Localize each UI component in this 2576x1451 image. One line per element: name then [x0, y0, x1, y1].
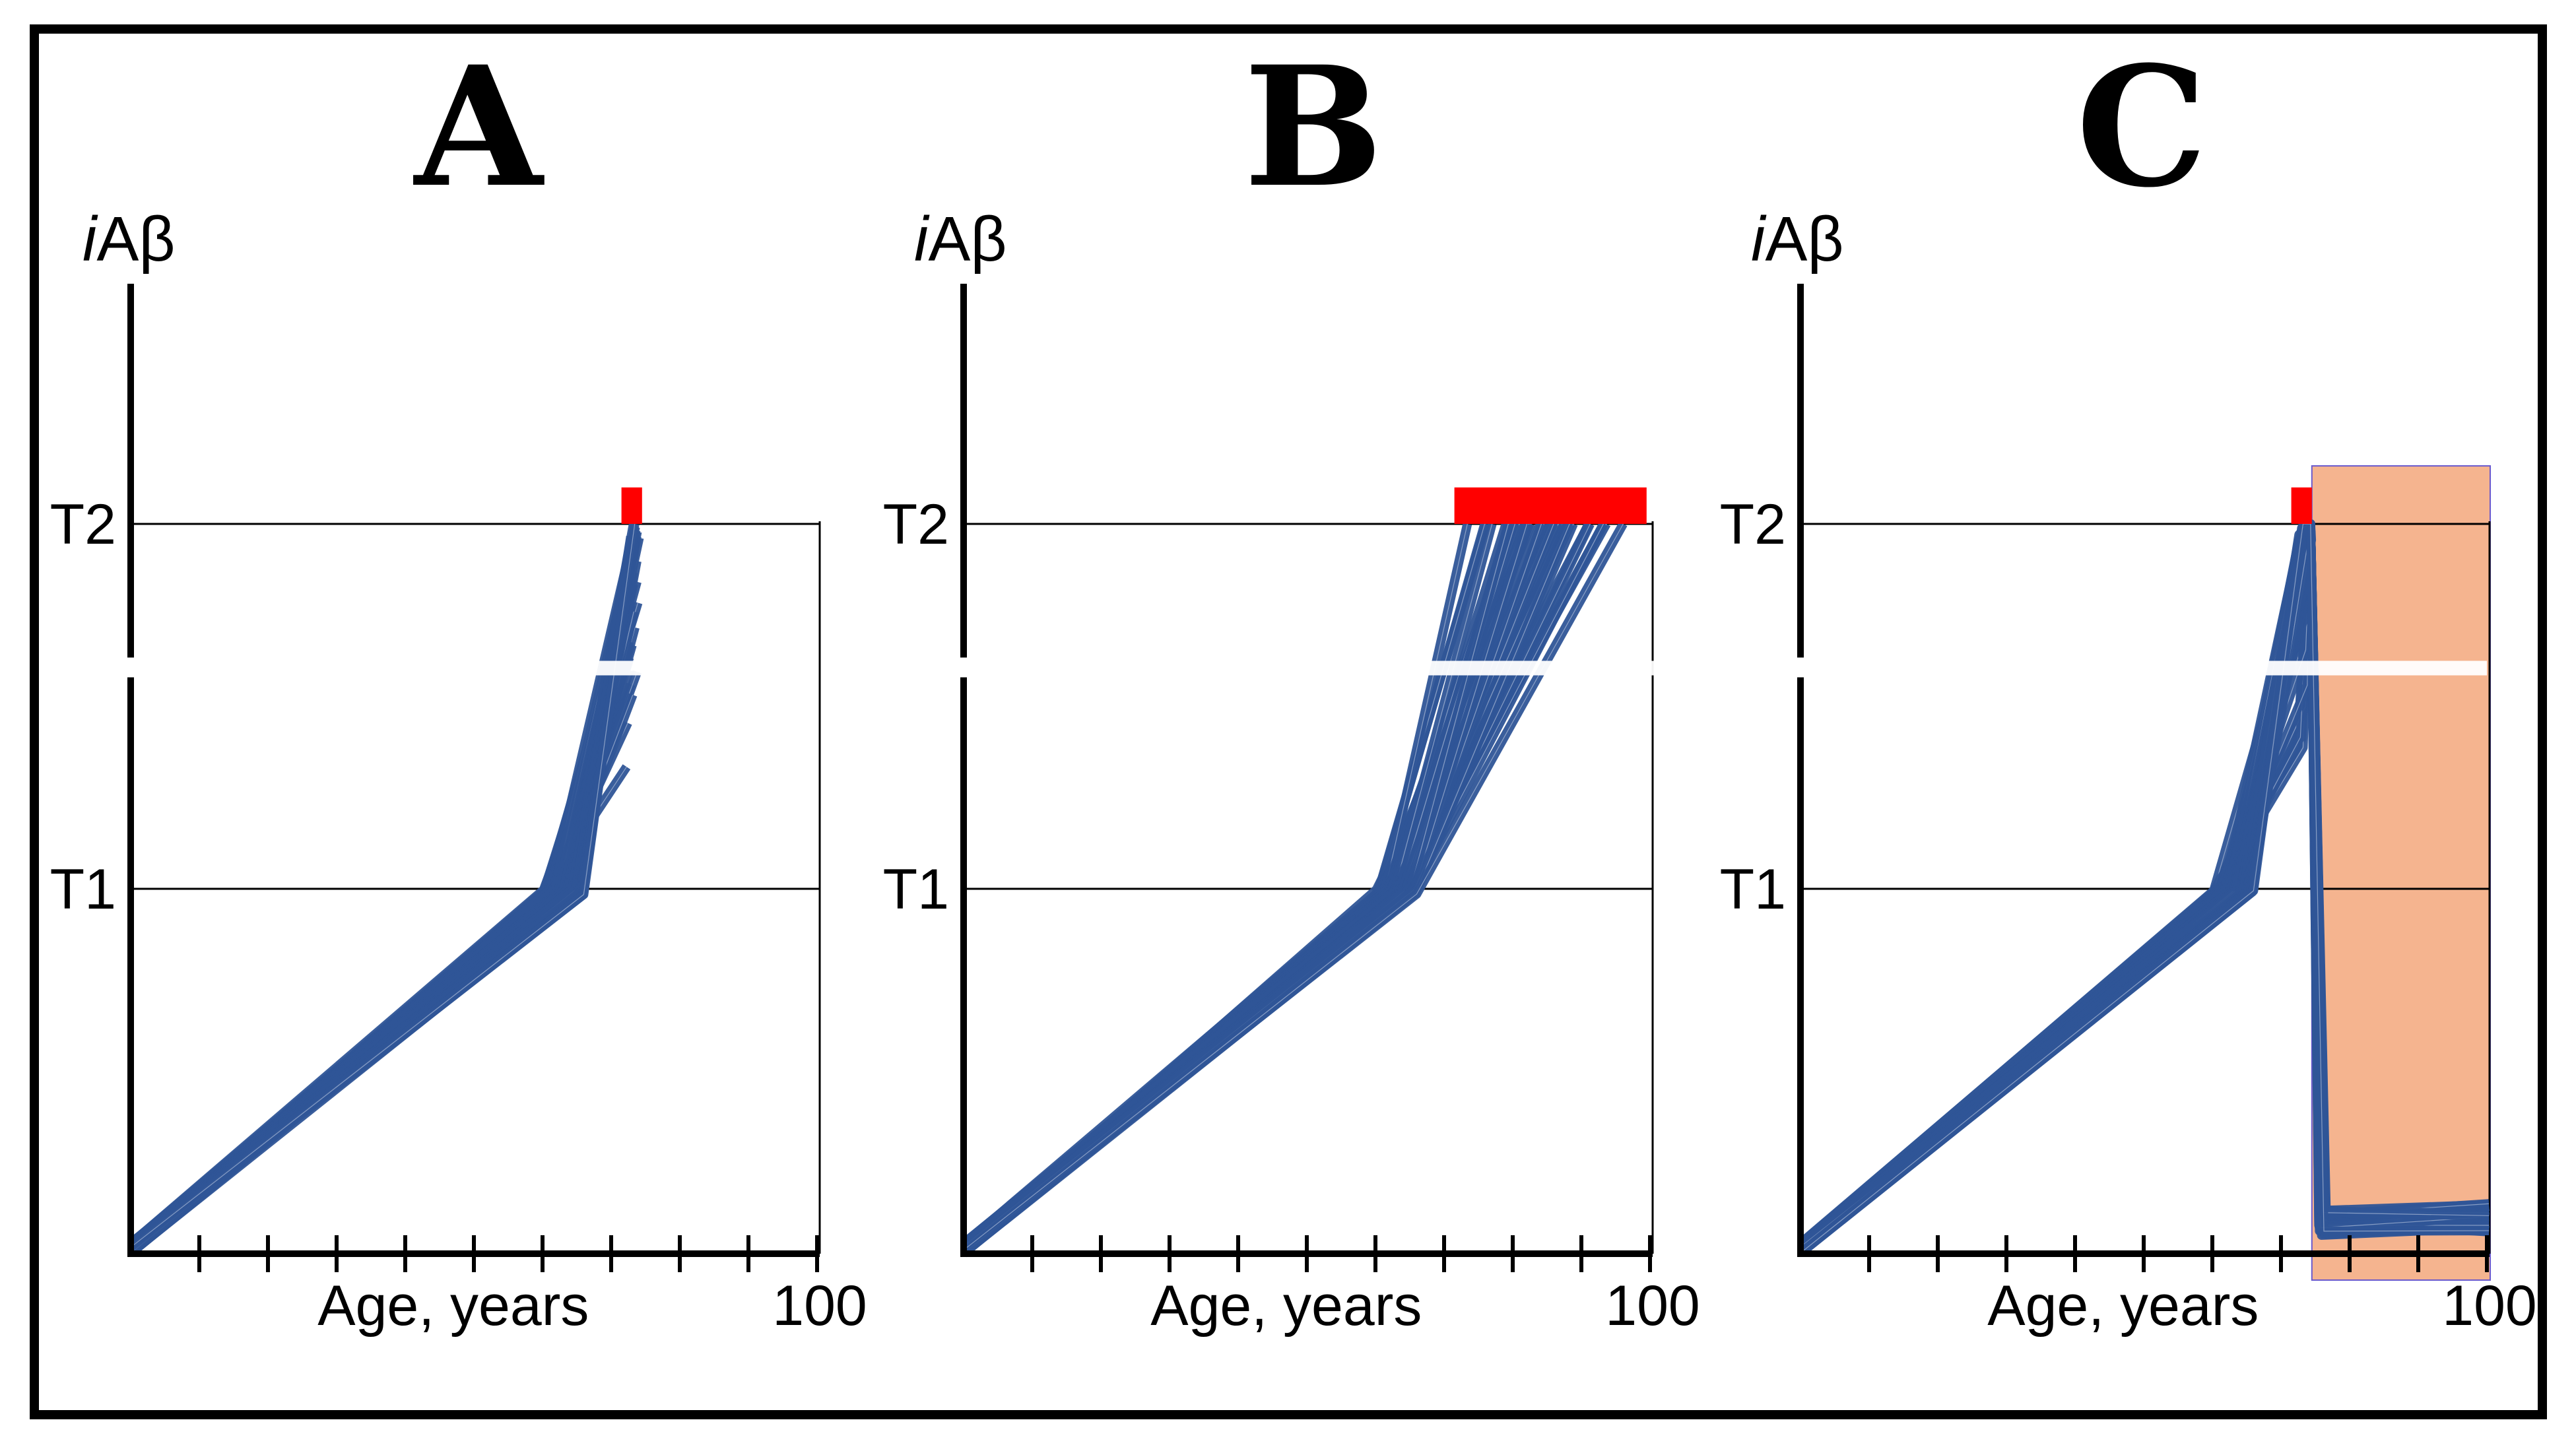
x-end-label: 100 [2442, 1274, 2537, 1338]
panel-letter: C [2076, 30, 2208, 224]
y-axis-label-text: Aβ [1765, 204, 1843, 274]
y-axis-label-italic: i [83, 204, 98, 274]
onset-bar [621, 487, 642, 524]
intervention-shade [2311, 465, 2492, 1281]
axis-break-band [124, 661, 655, 676]
y-axis-label: iAβ [1751, 204, 1844, 274]
y-tick-label-T1: T1 [883, 858, 949, 921]
onset-bar [1454, 487, 1647, 524]
trajectories [960, 521, 1628, 1258]
trajectory-highlight [963, 523, 1624, 1250]
x-axis-label: Age, years [317, 1274, 589, 1338]
y-tick-label-T2: T2 [50, 493, 116, 556]
panel-C: T1 T2 iAβ Age, years 100 C [1720, 30, 2537, 1338]
x-end-label: 100 [1605, 1274, 1700, 1338]
figure-frame [30, 24, 2547, 1419]
panel-B: T1 T2 iAβ Age, years 100 B [883, 30, 1700, 1338]
y-axis-label: iAβ [914, 204, 1007, 274]
x-end-label: 100 [772, 1274, 867, 1338]
trajectories [127, 523, 644, 1257]
panel-letter: A [413, 30, 545, 224]
onset-bar [2291, 487, 2312, 524]
trajectories [1797, 519, 2490, 1257]
y-axis-label: iAβ [83, 204, 176, 274]
y-axis-label-italic: i [914, 204, 930, 274]
y-tick-label-T2: T2 [883, 493, 949, 556]
y-axis-label-text: Aβ [96, 204, 175, 274]
panel-A: T1 T2 iAβ Age, years 100 A [50, 30, 867, 1338]
y-tick-label-T1: T1 [1720, 858, 1786, 921]
x-axis-label: Age, years [1987, 1274, 2259, 1338]
y-tick-label-T1: T1 [50, 858, 116, 921]
trajectory-highlight [130, 523, 636, 1248]
y-tick-label-T2: T2 [1720, 493, 1786, 556]
y-axis-label-text: Aβ [928, 204, 1007, 274]
y-axis-label-italic: i [1751, 204, 1767, 274]
axis-break-band [1794, 661, 2487, 676]
panel-letter: B [1243, 30, 1383, 224]
x-axis-label: Age, years [1150, 1274, 1422, 1338]
axis-break-band [957, 661, 1660, 676]
